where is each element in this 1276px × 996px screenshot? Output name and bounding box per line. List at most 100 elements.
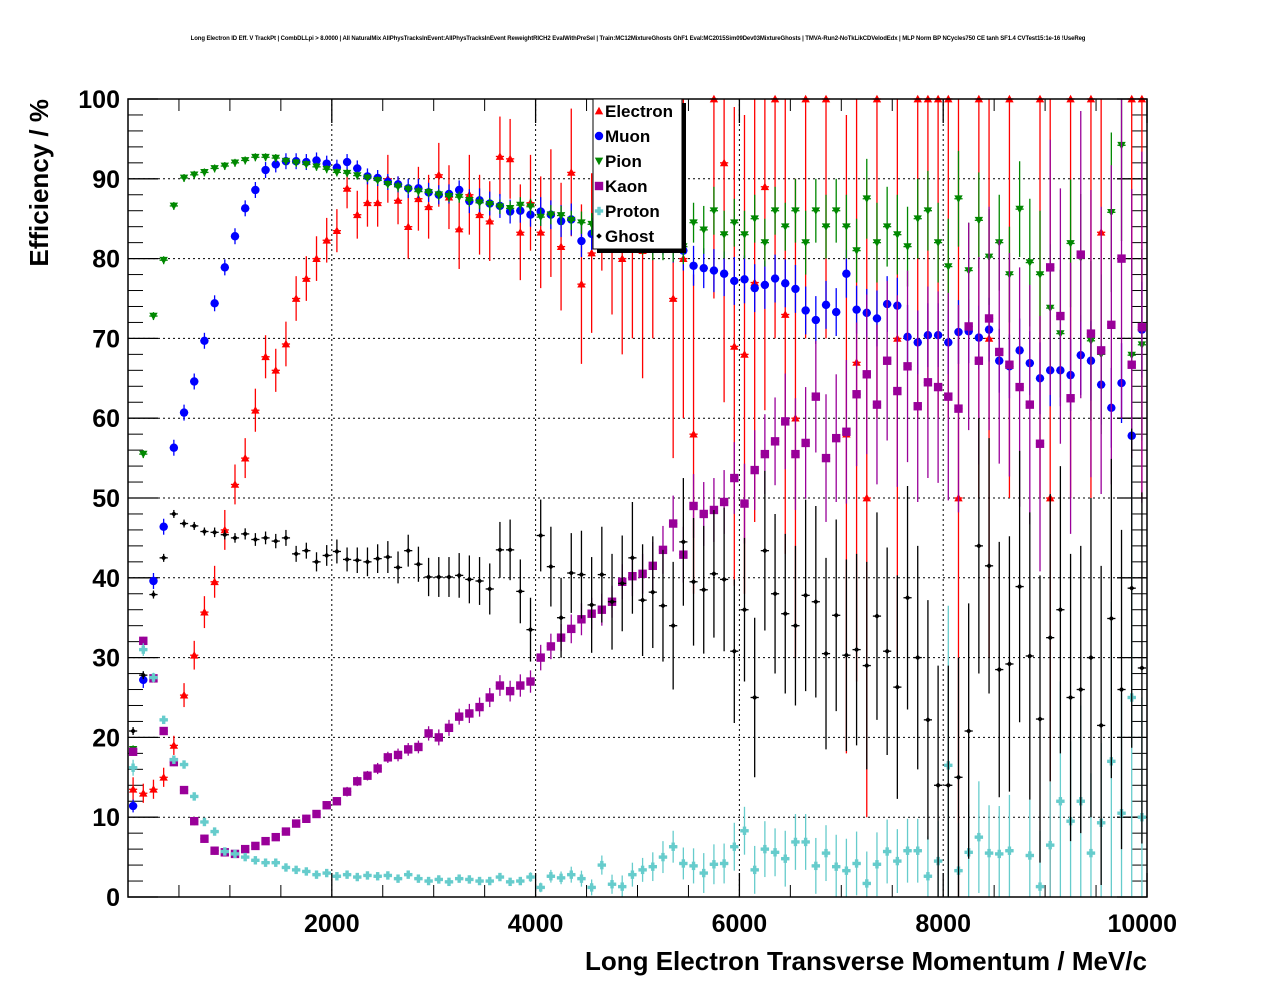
data-marker xyxy=(271,160,280,169)
data-point-ghost xyxy=(292,545,301,562)
data-point-pion xyxy=(169,201,179,211)
data-marker xyxy=(302,274,311,282)
data-point-proton xyxy=(495,872,505,882)
data-marker xyxy=(1025,851,1035,860)
data-marker xyxy=(974,356,984,365)
data-point-pion xyxy=(475,196,484,210)
data-point-pion xyxy=(434,189,443,201)
data-point-ghost xyxy=(760,470,769,631)
data-point-kaon xyxy=(567,614,576,644)
data-marker xyxy=(444,877,454,887)
data-marker xyxy=(668,519,678,528)
data-marker xyxy=(679,859,688,868)
data-marker xyxy=(882,223,892,231)
data-point-ghost xyxy=(241,528,250,540)
data-point-electron xyxy=(536,176,545,289)
data-point-pion xyxy=(893,194,902,275)
y-tick-label: 60 xyxy=(92,405,120,433)
data-marker xyxy=(628,870,637,879)
data-point-kaon xyxy=(770,397,780,486)
data-point-kaon xyxy=(505,680,515,702)
data-marker xyxy=(149,312,158,321)
data-marker-v xyxy=(854,859,859,868)
data-point-ghost xyxy=(658,549,668,662)
data-marker xyxy=(770,274,780,283)
data-marker xyxy=(813,598,819,605)
data-point-proton xyxy=(363,871,372,880)
data-point-ghost xyxy=(444,557,454,597)
data-marker xyxy=(322,165,331,174)
data-point-kaon xyxy=(740,463,749,544)
data-marker xyxy=(884,648,890,655)
data-point-kaon xyxy=(281,827,291,836)
data-marker xyxy=(903,362,912,371)
data-marker-v xyxy=(457,874,461,883)
data-point-electron xyxy=(251,388,260,432)
data-marker xyxy=(852,859,861,868)
data-point-pion xyxy=(342,169,352,178)
data-marker-v xyxy=(498,872,502,882)
data-marker xyxy=(200,336,209,345)
data-marker-v xyxy=(895,856,900,866)
data-marker xyxy=(211,529,218,536)
data-marker xyxy=(1045,263,1055,272)
data-marker xyxy=(577,219,586,227)
data-marker-v xyxy=(640,865,645,875)
data-point-muon xyxy=(699,248,708,289)
data-marker-v xyxy=(304,867,309,876)
data-marker xyxy=(945,782,952,789)
data-point-proton xyxy=(251,856,260,865)
data-point-electron xyxy=(291,276,301,321)
data-point-proton xyxy=(801,814,810,870)
data-marker xyxy=(353,777,362,786)
data-marker xyxy=(149,576,158,586)
data-marker xyxy=(404,745,413,754)
data-marker xyxy=(281,339,291,348)
data-marker-v xyxy=(233,849,237,859)
data-point-ghost xyxy=(587,557,596,653)
data-marker xyxy=(230,480,240,488)
data-point-proton xyxy=(475,876,484,886)
data-marker-v xyxy=(814,861,818,871)
data-marker xyxy=(332,226,342,235)
data-marker-v xyxy=(916,846,920,855)
data-point-pion xyxy=(220,162,230,171)
data-marker-v xyxy=(335,872,339,881)
data-marker xyxy=(159,726,168,736)
data-point-proton xyxy=(699,853,708,894)
data-marker-v xyxy=(1038,882,1042,891)
tick-labels: 0 10 20 30 40 50 60 70 80 90 100 2000 4000 6000 8000 10… xyxy=(78,86,1177,938)
data-marker xyxy=(240,852,250,862)
data-marker xyxy=(302,161,311,169)
data-point-ghost xyxy=(821,557,831,750)
data-marker xyxy=(1098,722,1104,729)
data-marker-v xyxy=(467,875,472,884)
data-marker xyxy=(251,185,260,195)
data-marker xyxy=(995,849,1004,859)
data-marker xyxy=(1117,254,1126,263)
data-marker-v xyxy=(538,883,543,892)
data-marker xyxy=(546,642,556,651)
data-point-pion xyxy=(179,174,189,183)
data-marker xyxy=(261,153,270,162)
data-marker xyxy=(1005,360,1014,369)
data-marker xyxy=(965,728,972,734)
data-marker xyxy=(811,207,821,215)
data-marker xyxy=(984,848,994,858)
data-point-proton xyxy=(230,849,240,859)
data-marker xyxy=(719,269,729,278)
data-marker xyxy=(709,860,719,869)
data-point-proton xyxy=(709,844,719,885)
data-marker xyxy=(872,400,882,409)
data-point-ghost xyxy=(506,519,515,581)
data-marker xyxy=(230,232,240,241)
data-marker xyxy=(312,163,321,172)
data-point-kaon xyxy=(210,846,219,855)
data-marker-v xyxy=(212,827,217,836)
data-point-proton xyxy=(628,862,637,887)
data-point-ghost xyxy=(720,507,729,652)
data-marker-v xyxy=(1089,848,1093,858)
data-point-proton xyxy=(281,863,291,872)
data-point-proton xyxy=(913,818,922,883)
data-point-proton xyxy=(679,847,688,880)
